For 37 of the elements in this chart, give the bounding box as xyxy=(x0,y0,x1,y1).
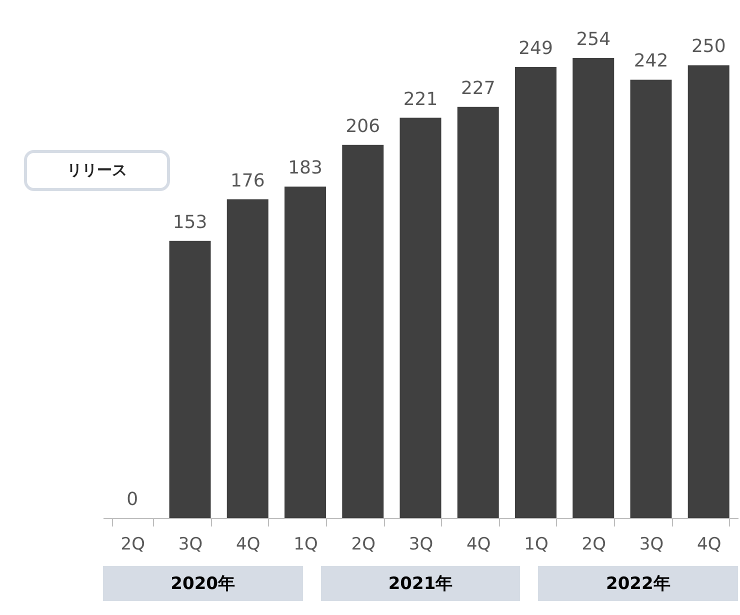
bar xyxy=(342,144,384,518)
text: 2020年 xyxy=(103,566,303,601)
data-label: 250 xyxy=(691,36,726,58)
x-tick-label: 3Q xyxy=(408,534,434,554)
x-tick-label: 1Q xyxy=(294,534,318,554)
x-tick-label: 3Q xyxy=(639,534,664,554)
data-label: 227 xyxy=(460,78,496,99)
data-label: 221 xyxy=(403,88,438,110)
bar xyxy=(688,65,730,518)
bar xyxy=(457,106,499,518)
bar xyxy=(400,118,442,518)
speech-bubble: リリース xyxy=(24,150,170,191)
bar xyxy=(630,80,672,518)
text: 2022年 xyxy=(538,566,738,601)
data-label: 176 xyxy=(230,170,265,192)
x-tick-label: 4Q xyxy=(697,534,722,554)
data-label: 242 xyxy=(634,50,668,72)
x-tick-label: 4Q xyxy=(236,534,260,554)
bar xyxy=(515,67,556,518)
data-label: 0 xyxy=(126,489,138,510)
data-label: 249 xyxy=(518,38,553,60)
data-label: 206 xyxy=(346,116,380,137)
x-tick-label: 3Q xyxy=(178,534,203,554)
annotation: リリース xyxy=(67,161,127,179)
x-tick-label: 2Q xyxy=(582,534,606,554)
data-label: 254 xyxy=(576,29,611,50)
data-label: 153 xyxy=(172,212,208,233)
x-tick-label: 1Q xyxy=(524,534,548,554)
x-tick-label: 2Q xyxy=(120,534,145,554)
data-label: 183 xyxy=(288,158,322,179)
text: 2021年 xyxy=(320,566,520,601)
bar xyxy=(572,58,614,518)
x-tick-label: 4Q xyxy=(466,534,491,554)
bar xyxy=(284,186,326,518)
bar xyxy=(226,199,268,518)
x-tick-label: 2Q xyxy=(351,534,376,554)
bar xyxy=(169,240,211,518)
